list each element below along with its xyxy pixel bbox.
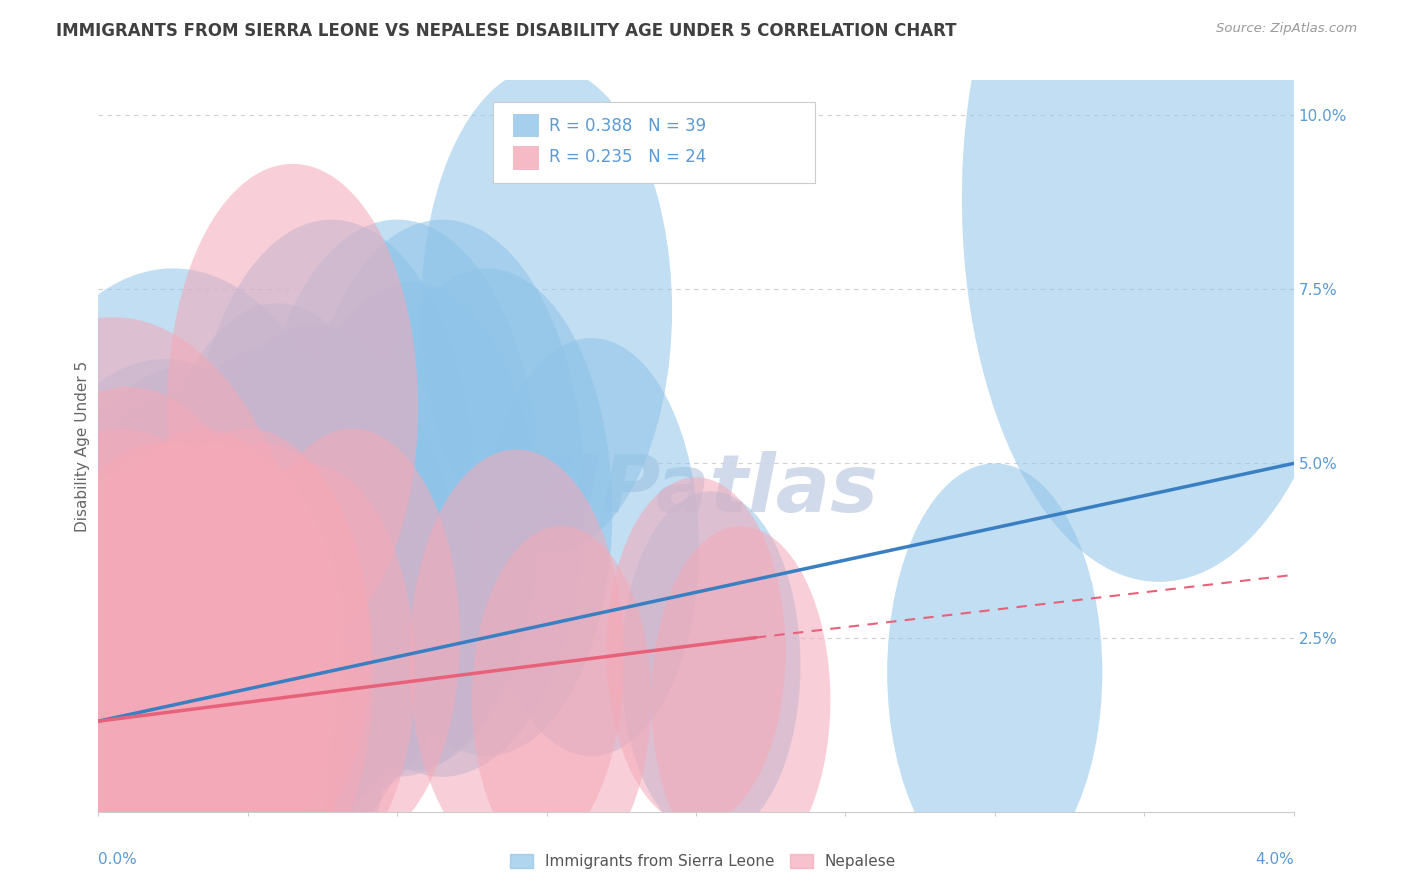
Ellipse shape (651, 526, 831, 874)
Ellipse shape (8, 470, 260, 892)
Ellipse shape (122, 415, 374, 892)
Ellipse shape (122, 428, 374, 892)
Ellipse shape (200, 464, 415, 881)
Text: R = 0.235   N = 24: R = 0.235 N = 24 (548, 148, 706, 166)
Ellipse shape (0, 387, 290, 892)
Ellipse shape (98, 442, 350, 892)
Ellipse shape (21, 477, 236, 892)
Ellipse shape (183, 359, 433, 847)
Ellipse shape (111, 464, 326, 881)
Legend: Immigrants from Sierra Leone, Nepalese: Immigrants from Sierra Leone, Nepalese (503, 848, 903, 875)
Ellipse shape (69, 428, 319, 892)
Ellipse shape (0, 359, 343, 892)
FancyBboxPatch shape (513, 114, 540, 137)
Ellipse shape (39, 393, 326, 892)
Ellipse shape (77, 428, 329, 892)
Ellipse shape (188, 219, 475, 777)
Ellipse shape (146, 442, 361, 861)
Ellipse shape (146, 345, 398, 832)
Ellipse shape (62, 442, 314, 892)
Ellipse shape (39, 464, 290, 892)
Text: 4.0%: 4.0% (1254, 852, 1294, 867)
Ellipse shape (32, 442, 284, 892)
Ellipse shape (361, 268, 613, 756)
Ellipse shape (75, 484, 290, 892)
Text: ZIPatlas: ZIPatlas (513, 450, 879, 529)
Ellipse shape (45, 526, 224, 874)
Ellipse shape (87, 442, 337, 892)
Ellipse shape (152, 303, 404, 791)
Ellipse shape (188, 324, 439, 812)
Ellipse shape (409, 450, 624, 867)
Ellipse shape (98, 422, 350, 892)
Ellipse shape (59, 387, 346, 892)
Ellipse shape (42, 484, 257, 892)
Ellipse shape (0, 268, 388, 892)
Ellipse shape (0, 318, 329, 892)
Ellipse shape (32, 533, 212, 881)
Ellipse shape (27, 366, 350, 892)
Ellipse shape (484, 338, 699, 756)
Ellipse shape (621, 491, 800, 839)
Text: IMMIGRANTS FROM SIERRA LEONE VS NEPALESE DISABILITY AGE UNDER 5 CORRELATION CHAR: IMMIGRANTS FROM SIERRA LEONE VS NEPALESE… (56, 22, 956, 40)
Ellipse shape (167, 164, 418, 651)
Ellipse shape (887, 464, 1102, 881)
Ellipse shape (298, 219, 585, 777)
Ellipse shape (42, 484, 257, 892)
Ellipse shape (606, 477, 786, 826)
Ellipse shape (245, 428, 460, 847)
Ellipse shape (179, 393, 394, 812)
Ellipse shape (254, 219, 541, 777)
Ellipse shape (15, 457, 266, 892)
Ellipse shape (245, 380, 460, 797)
Ellipse shape (48, 442, 298, 892)
Ellipse shape (125, 450, 340, 867)
Ellipse shape (472, 526, 651, 874)
Ellipse shape (90, 380, 377, 892)
Ellipse shape (63, 505, 242, 854)
Ellipse shape (135, 464, 350, 881)
Ellipse shape (287, 282, 537, 770)
FancyBboxPatch shape (494, 103, 815, 183)
Ellipse shape (0, 435, 287, 892)
Y-axis label: Disability Age Under 5: Disability Age Under 5 (75, 360, 90, 532)
Ellipse shape (962, 0, 1357, 582)
Text: 0.0%: 0.0% (98, 852, 138, 867)
Ellipse shape (6, 519, 221, 892)
Ellipse shape (138, 401, 388, 888)
Ellipse shape (104, 464, 319, 881)
Ellipse shape (51, 491, 266, 892)
Ellipse shape (422, 66, 672, 554)
Text: R = 0.388   N = 39: R = 0.388 N = 39 (548, 117, 706, 135)
Ellipse shape (186, 422, 401, 839)
FancyBboxPatch shape (513, 146, 540, 169)
Text: Source: ZipAtlas.com: Source: ZipAtlas.com (1216, 22, 1357, 36)
Ellipse shape (0, 428, 266, 892)
Ellipse shape (155, 442, 370, 861)
